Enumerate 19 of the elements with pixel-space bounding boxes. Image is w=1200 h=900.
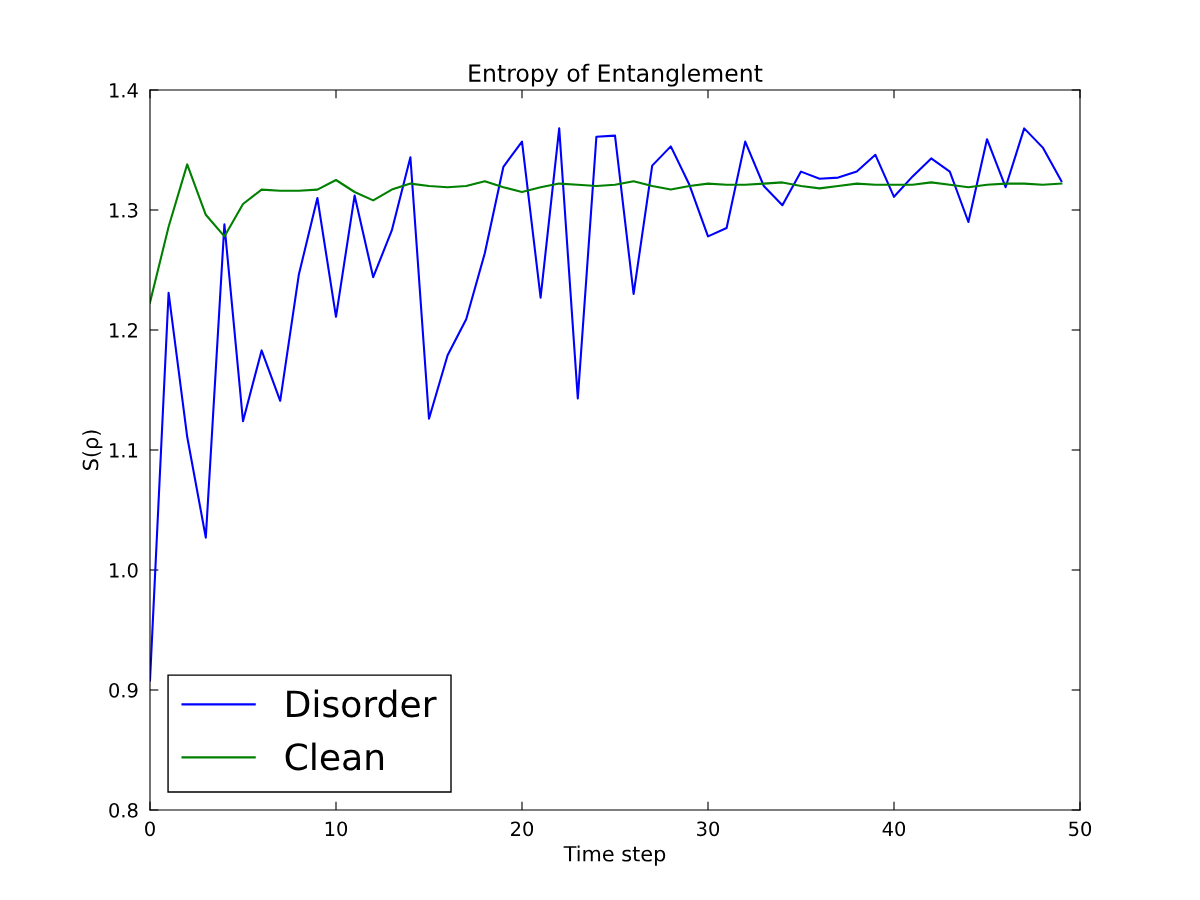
y-tick-label: 1.2: [110, 322, 137, 338]
line-series: [150, 163, 1063, 304]
y-tick-label: 1.1: [110, 443, 138, 458]
legend-label: Clean: [285, 742, 384, 771]
y-axis-title: S(ρ): [82, 430, 103, 470]
y-tick-label: 0.9: [109, 682, 138, 698]
y-tick-label: 1.0: [110, 562, 138, 578]
x-tick-label: 10: [325, 821, 348, 837]
x-tick-label: 40: [882, 821, 906, 837]
x-tick-label: 20: [511, 821, 534, 837]
chart-title: Entropy of Entanglement: [469, 63, 763, 87]
legend-label: Disorder: [287, 689, 437, 718]
x-axis-title: Time step: [563, 845, 666, 866]
x-tick-label: 0: [145, 821, 155, 837]
y-tick-label: 1.4: [110, 83, 138, 98]
y-tick-label: 0.8: [109, 802, 138, 818]
x-tick-label: 50: [1069, 821, 1092, 837]
y-tick-label: 1.3: [110, 202, 138, 218]
x-tick-label: 30: [697, 821, 720, 837]
